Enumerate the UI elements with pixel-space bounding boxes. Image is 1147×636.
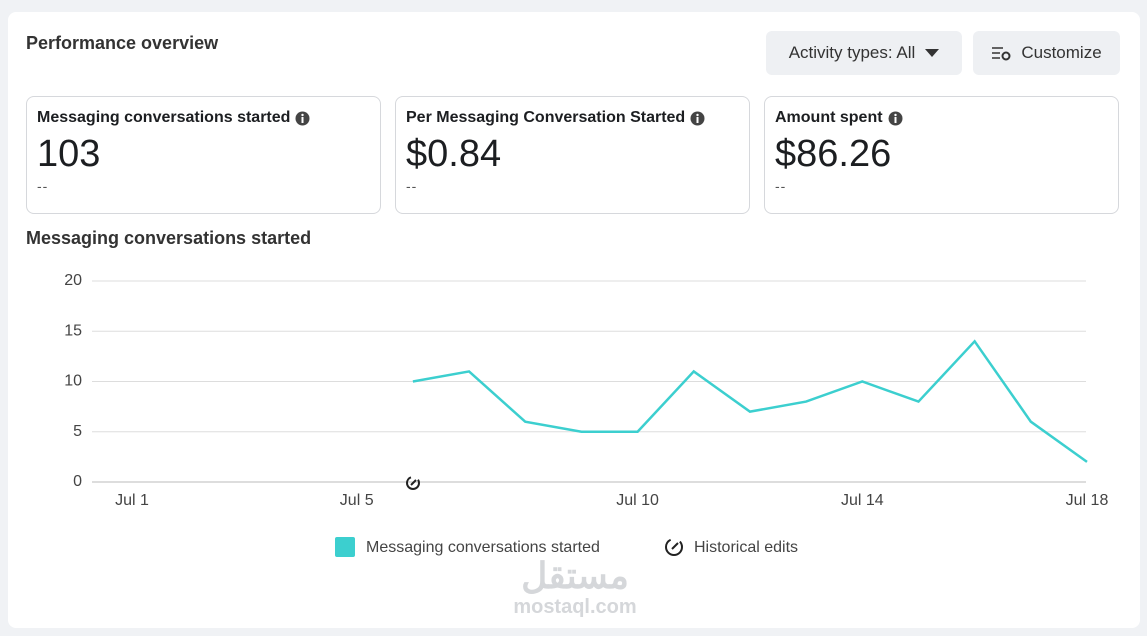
x-tick-label: Jul 18 (1066, 492, 1109, 509)
caret (925, 49, 940, 57)
info-icon[interactable] (295, 111, 310, 126)
metric-title: Messaging conversations started (37, 109, 291, 126)
legend-label[interactable]: Historical edits (694, 539, 798, 556)
watermark: مستقل mostaql.com (500, 556, 650, 619)
activity-button[interactable]: Activity types: All (766, 31, 962, 75)
y-tick-label: 20 (64, 272, 82, 289)
x-tick-label: Jul 10 (616, 492, 659, 509)
metric-title-row: Per Messaging Conversation Started (406, 109, 739, 127)
legend-swatch (335, 537, 355, 557)
edit-marker (406, 476, 420, 490)
info-icon[interactable] (888, 111, 903, 126)
y-tick-label: 5 (73, 423, 82, 440)
watermark-latin: mostaql.com (513, 596, 637, 618)
button-label: Activity types: All (788, 43, 916, 62)
series-line (412, 339, 1088, 463)
panel (8, 12, 1140, 628)
metric-title-row: Amount spent (775, 109, 1108, 127)
legend-edit-icon (665, 538, 683, 556)
metric-comparison: -- (406, 178, 418, 194)
header-title: Performance overview (26, 33, 219, 53)
metric-title: Per Messaging Conversation Started (406, 109, 686, 126)
chart-title: Messaging conversations started (26, 228, 312, 248)
metric-value: 103 (37, 133, 101, 175)
watermark-arabic: مستقل (521, 555, 629, 596)
y-tick-label: 10 (64, 373, 82, 390)
metric-value: $0.84 (406, 133, 502, 175)
metric-card: Amount spent $86.26 -- (764, 96, 1119, 214)
info-icon[interactable] (690, 111, 705, 126)
metric-title-row: Messaging conversations started (37, 109, 370, 127)
customize-icon (992, 47, 1011, 61)
y-tick-label: 0 (73, 473, 82, 490)
x-tick-label: Jul 5 (340, 492, 374, 509)
metric-comparison: -- (37, 178, 49, 194)
metric-card: Per Messaging Conversation Started $0.84 -… (395, 96, 750, 214)
x-tick-label: Jul 14 (841, 492, 884, 509)
legend-label[interactable]: Messaging conversations started (366, 539, 600, 556)
metric-title: Amount spent (775, 109, 883, 126)
metric-card: Messaging conversations started 103 -- (26, 96, 381, 214)
y-tick-label: 15 (64, 322, 82, 339)
button-label: Customize (1021, 43, 1102, 62)
metric-value: $86.26 (775, 133, 892, 175)
metric-comparison: -- (775, 178, 787, 194)
customize-button[interactable]: Customize (973, 31, 1120, 75)
x-tick-label: Jul 1 (115, 492, 149, 509)
